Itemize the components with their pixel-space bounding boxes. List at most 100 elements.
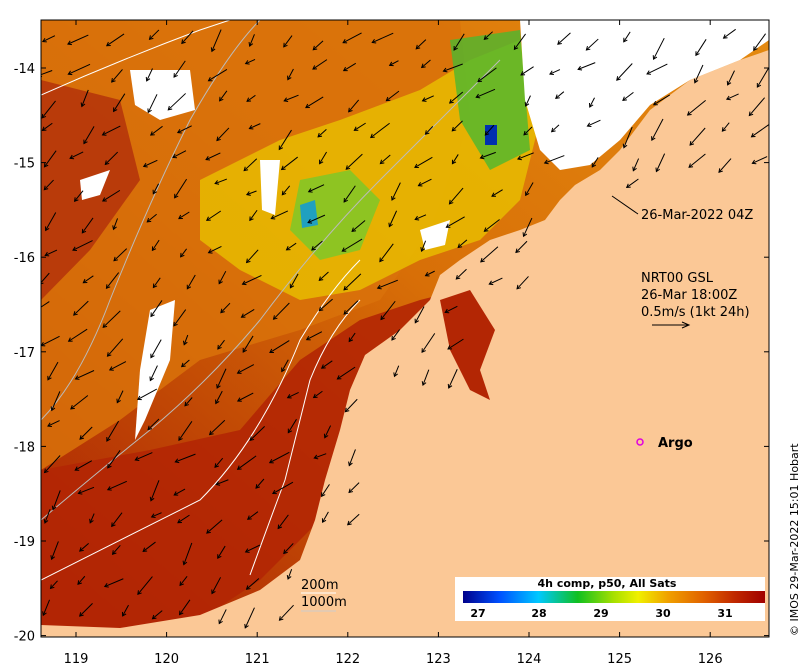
current-arrow: [172, 150, 187, 158]
current-arrow-head: [346, 520, 352, 526]
current-arrow: [453, 33, 465, 51]
current-arrow: [50, 580, 58, 589]
current-arrow-head: [524, 102, 530, 107]
current-arrow-head: [483, 227, 489, 232]
current-arrow: [78, 486, 95, 494]
current-arrow-head: [721, 127, 727, 132]
colorbar-ticks: 27 28 29 30 31: [470, 607, 732, 620]
current-arrow-head: [205, 216, 211, 221]
current-arrow: [220, 302, 231, 314]
current-arrow: [377, 279, 398, 289]
current-arrow: [753, 33, 766, 51]
current-arrow: [446, 216, 465, 228]
current-arrow-head: [41, 126, 47, 131]
current-arrow: [271, 210, 289, 220]
current-arrow-head: [586, 122, 592, 128]
current-arrow-head: [280, 165, 286, 171]
current-arrow-head: [421, 348, 426, 354]
current-arrow: [653, 37, 665, 60]
current-arrow: [476, 88, 496, 98]
current-arrow: [149, 365, 158, 381]
current-arrow-head: [30, 311, 34, 315]
current-arrow: [348, 99, 360, 113]
current-arrow: [525, 182, 534, 196]
current-arrow: [107, 480, 127, 491]
current-arrow-head: [321, 492, 326, 498]
current-arrow-head: [105, 284, 111, 290]
current-arrow-head: [244, 548, 250, 553]
current-arrow: [245, 544, 261, 553]
current-arrow: [149, 29, 160, 40]
current-info-line-3: 0.5m/s (1kt 24h): [641, 305, 750, 320]
current-arrow-head: [243, 166, 249, 172]
current-arrow-head: [277, 524, 283, 530]
current-arrow-head: [726, 80, 732, 86]
current-arrow-head: [353, 126, 359, 131]
current-arrow: [183, 542, 193, 565]
current-arrow: [245, 58, 256, 65]
current-arrow: [448, 369, 458, 389]
current-arrow: [447, 338, 464, 350]
current-arrow-head: [218, 279, 223, 285]
current-arrow-head: [342, 38, 348, 44]
lon-tick-label: 124: [517, 652, 542, 667]
current-arrow: [324, 425, 332, 438]
current-arrow: [623, 31, 631, 43]
current-arrow: [388, 210, 398, 227]
current-arrow: [516, 276, 529, 290]
argo-label: Argo: [658, 436, 693, 451]
current-arrow: [523, 217, 533, 237]
current-arrow: [721, 122, 730, 132]
current-arrow-head: [215, 399, 220, 405]
lat-tick-label: -19: [14, 535, 35, 550]
current-arrow-head: [278, 145, 284, 151]
current-arrow: [555, 91, 565, 99]
current-arrow-head: [283, 97, 289, 103]
current-arrow-head: [344, 407, 350, 413]
current-arrow-head: [312, 45, 318, 51]
current-arrow-head: [215, 481, 221, 486]
current-arrow: [687, 99, 706, 116]
timestamp-label: 26-Mar-2022 04Z: [641, 208, 753, 223]
current-arrow-head: [245, 258, 251, 264]
current-arrow: [67, 34, 89, 45]
map-frame: [40, 19, 770, 638]
current-info-line-2: 26-Mar 18:00Z: [641, 288, 737, 303]
current-arrow-head: [686, 111, 692, 116]
current-arrow: [143, 159, 158, 167]
current-arrow: [214, 457, 224, 468]
current-arrow-head: [415, 44, 421, 50]
current-arrow-head: [244, 623, 249, 629]
current-arrow: [287, 418, 297, 433]
current-arrow: [151, 239, 160, 251]
current-arrow-head: [283, 549, 288, 555]
current-arrow: [249, 123, 261, 130]
current-arrow: [455, 268, 467, 280]
current-arrow: [443, 63, 463, 72]
current-arrow: [246, 578, 260, 590]
current-arrow-head: [421, 97, 427, 102]
current-arrow: [44, 509, 51, 524]
current-arrow-head: [248, 124, 254, 130]
current-arrow: [379, 243, 394, 262]
current-arrow-head: [281, 190, 287, 196]
current-arrow: [181, 359, 190, 368]
current-arrow-head: [693, 78, 699, 84]
current-arrow: [41, 100, 56, 119]
current-arrow: [318, 298, 333, 311]
current-arrow: [345, 153, 363, 170]
current-arrow: [632, 158, 640, 171]
current-arrow: [591, 157, 599, 168]
current-arrow-head: [348, 461, 353, 467]
current-arrow: [414, 156, 433, 168]
current-arrow-head: [320, 364, 326, 369]
current-arrow-head: [167, 105, 173, 111]
current-arrow-head: [248, 42, 254, 47]
current-arrow-head: [388, 222, 393, 228]
current-arrow-head: [148, 35, 154, 40]
current-arrow: [68, 328, 88, 342]
current-arrow-head: [651, 136, 656, 142]
current-arrow-head: [136, 395, 142, 401]
current-arrow-head: [178, 436, 183, 442]
